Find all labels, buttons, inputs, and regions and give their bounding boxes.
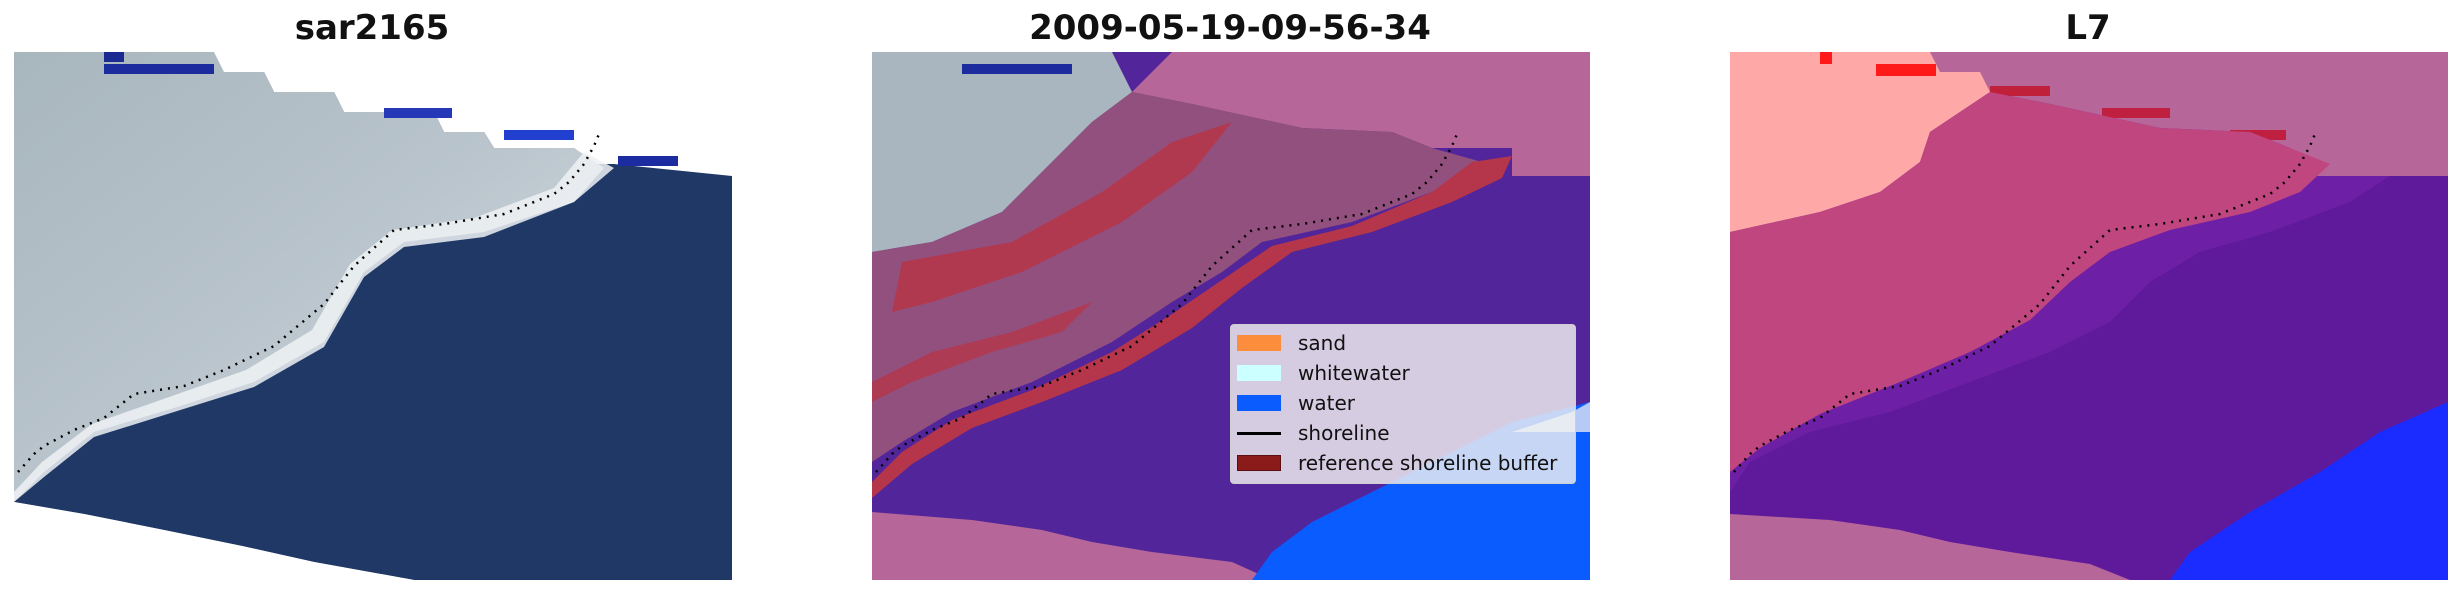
- land-overlay: [872, 92, 1482, 462]
- shoreline-buffer: [872, 156, 1512, 498]
- l7-edge-mark: [1990, 86, 2050, 96]
- l7-panel: [1730, 52, 2448, 580]
- l7-edge-mark: [2102, 108, 2170, 118]
- l7-edge-mark: [2230, 130, 2286, 140]
- sand-band-bottom: [872, 512, 1272, 580]
- buffer-swatch: [1237, 455, 1281, 471]
- legend-label: water: [1298, 391, 1355, 415]
- l7-land-band: [1730, 92, 2330, 472]
- whitewater-swatch: [1237, 365, 1281, 381]
- panel-title-2: 2009-05-19-09-56-34: [1029, 8, 1431, 48]
- edge-stripe: [618, 156, 678, 166]
- shoreline-line: [1237, 431, 1281, 435]
- whitewater-band: [14, 152, 614, 502]
- rgb-image-panel: [14, 52, 732, 580]
- legend-label: reference shoreline buffer: [1298, 451, 1558, 475]
- water-swatch: [1237, 395, 1281, 411]
- edge-stripe: [104, 52, 124, 62]
- legend-item-buffer: reference shoreline buffer: [1237, 451, 1557, 475]
- edge-stripe: [504, 130, 574, 140]
- legend-item-shoreline: shoreline: [1237, 421, 1390, 445]
- edge-stripe: [384, 108, 452, 118]
- sand-region: [1132, 52, 1590, 176]
- sand-swatch: [1237, 335, 1281, 351]
- rgb-remnant: [872, 52, 1132, 252]
- legend-item-whitewater: whitewater: [1237, 361, 1410, 385]
- classification-panel: [872, 52, 1590, 580]
- l7-sand-band-bottom: [1730, 514, 2130, 580]
- edge-stripe: [962, 64, 1072, 74]
- l7-edge-mark: [1820, 52, 1832, 64]
- legend-item-water: water: [1237, 391, 1355, 415]
- legend-label: sand: [1298, 331, 1347, 355]
- legend-label: shoreline: [1298, 421, 1390, 445]
- l7-sand-region: [1730, 52, 2448, 176]
- panel-title-1: sar2165: [294, 8, 450, 48]
- legend: sand whitewater water shoreline referenc…: [1230, 324, 1576, 484]
- l7-water: [2170, 402, 2448, 580]
- legend-label: whitewater: [1298, 361, 1410, 385]
- nodata-area: [14, 502, 414, 580]
- l7-land: [1730, 52, 1990, 232]
- edge-stripe: [104, 64, 214, 74]
- l7-edge-mark: [1876, 64, 1936, 76]
- legend-item-sand: sand: [1237, 331, 1346, 355]
- panel-title-3: L7: [2065, 8, 2111, 48]
